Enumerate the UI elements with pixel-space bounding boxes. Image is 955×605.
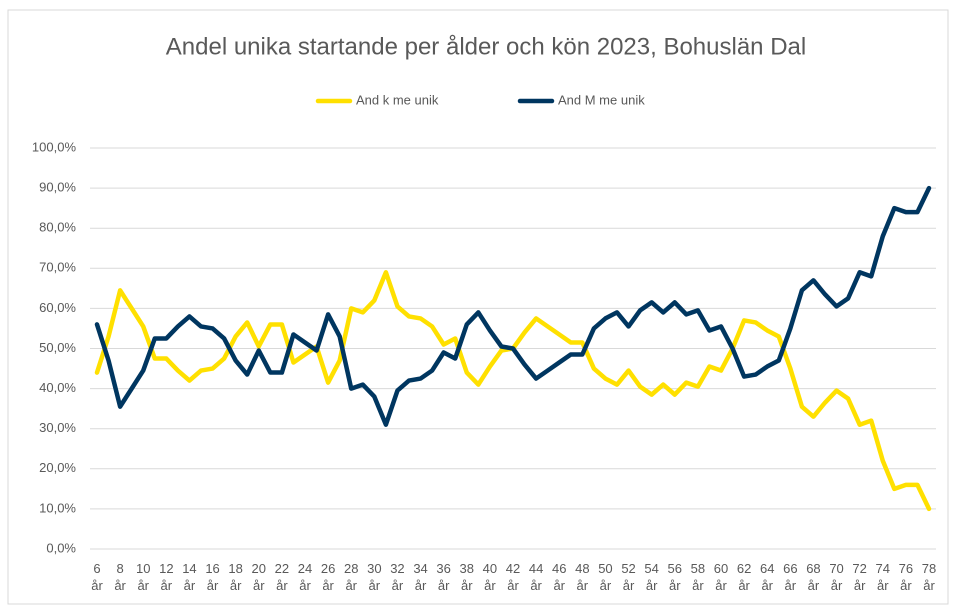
x-tick-label: 40 år — [483, 561, 497, 593]
x-tick-label: 30 år — [367, 561, 381, 593]
x-tick-label: 20 år — [252, 561, 266, 593]
x-tick-label: 56 år — [668, 561, 682, 593]
legend-label: And M me unik — [558, 92, 645, 107]
x-tick-label: 28 år — [344, 561, 358, 593]
x-tick-label: 24 år — [298, 561, 312, 593]
y-tick-label: 10,0% — [39, 500, 76, 515]
y-tick-label: 50,0% — [39, 340, 76, 355]
y-tick-label: 0,0% — [46, 540, 76, 555]
x-tick-label: 66 år — [783, 561, 797, 593]
x-tick-label: 50 år — [598, 561, 612, 593]
x-tick-label: 32 år — [390, 561, 404, 593]
legend-label: And k me unik — [356, 92, 439, 107]
x-tick-label: 8 år — [114, 561, 126, 593]
x-tick-label: 76 år — [899, 561, 913, 593]
x-tick-label: 52 år — [621, 561, 635, 593]
x-tick-label: 78 år — [922, 561, 936, 593]
chart-title: Andel unika startande per ålder och kön … — [166, 33, 806, 60]
x-tick-label: 62 år — [737, 561, 751, 593]
y-tick-label: 60,0% — [39, 300, 76, 315]
y-tick-label: 90,0% — [39, 180, 76, 195]
x-tick-label: 22 år — [275, 561, 289, 593]
x-tick-label: 34 år — [413, 561, 427, 593]
x-tick-label: 36 år — [436, 561, 450, 593]
x-tick-label: 70 år — [829, 561, 843, 593]
chart-frame — [7, 9, 949, 605]
x-tick-label: 18 år — [228, 561, 242, 593]
x-tick-label: 14 år — [182, 561, 196, 593]
y-tick-label: 20,0% — [39, 460, 76, 475]
x-tick-label: 54 år — [644, 561, 658, 593]
x-tick-label: 74 år — [876, 561, 890, 593]
x-tick-label: 44 år — [529, 561, 543, 593]
y-tick-label: 70,0% — [39, 260, 76, 275]
x-tick-label: 68 år — [806, 561, 820, 593]
x-tick-label: 42 år — [506, 561, 520, 593]
x-tick-label: 46 år — [552, 561, 566, 593]
x-tick-label: 26 år — [321, 561, 335, 593]
y-tick-label: 100,0% — [32, 139, 77, 154]
x-tick-label: 16 år — [205, 561, 219, 593]
x-tick-label: 12 år — [159, 561, 173, 593]
x-tick-label: 6 år — [91, 561, 103, 593]
y-tick-label: 30,0% — [39, 420, 76, 435]
x-tick-label: 64 år — [760, 561, 774, 593]
x-tick-label: 60 år — [714, 561, 728, 593]
x-tick-label: 48 år — [575, 561, 589, 593]
data-line — [94, 185, 932, 427]
x-tick-label: 58 år — [691, 561, 705, 593]
x-tick-label: 38 år — [460, 561, 474, 593]
y-tick-label: 80,0% — [39, 220, 76, 235]
y-tick-label: 40,0% — [39, 380, 76, 395]
x-tick-label: 10 år — [136, 561, 150, 593]
x-tick-label: 72 år — [852, 561, 866, 593]
